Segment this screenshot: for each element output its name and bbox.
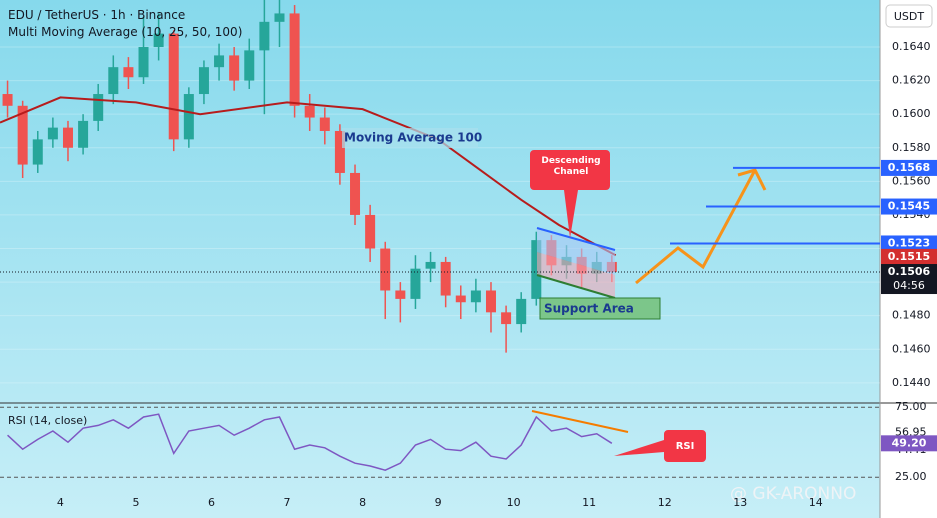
candle-body: [380, 248, 391, 291]
x-tick-label: 6: [208, 496, 215, 509]
y-tick-label: 0.1440: [892, 376, 931, 389]
rsi-value-label: 49.20: [892, 436, 927, 449]
symbol-title: EDU / TetherUS · 1h · Binance: [8, 8, 186, 22]
level-tag: [881, 159, 937, 176]
y-tick-label: 0.1620: [892, 74, 931, 87]
rsi-title: RSI (14, close): [8, 414, 87, 427]
y-tick-label: 0.1580: [892, 141, 931, 154]
candle-body: [168, 33, 179, 140]
candle-body: [395, 290, 406, 299]
x-tick-label: 10: [507, 496, 521, 509]
y-tick-label: 0.1480: [892, 309, 931, 322]
x-tick-label: 13: [733, 496, 747, 509]
currency-box: [885, 4, 933, 28]
candle-body: [17, 105, 28, 165]
candle-body: [350, 172, 361, 215]
projection-arrow: [635, 169, 757, 285]
y-tick-label: 0.1560: [892, 174, 931, 187]
watermark: @ GK-ARONNO: [730, 484, 856, 504]
candle-body: [198, 67, 209, 95]
currency: USDT: [894, 10, 925, 23]
candle-body: [410, 268, 421, 299]
rsi-callout: [614, 430, 706, 462]
last-price-label: 0.1506: [888, 265, 931, 278]
candle-body: [289, 13, 300, 106]
candle-body: [93, 94, 104, 121]
level-tag: [881, 235, 937, 252]
candle-body: [183, 94, 194, 140]
x-tick-label: 4: [57, 496, 64, 509]
y-tick-label: 0.1600: [892, 107, 931, 120]
level-label: 0.1568: [888, 161, 930, 174]
x-tick-label: 12: [658, 496, 672, 509]
candle-body: [2, 94, 13, 106]
ma-label-box: [342, 128, 478, 148]
candle-body: [365, 214, 376, 249]
x-tick-label: 9: [435, 496, 442, 509]
candle-body: [274, 13, 285, 22]
candle-body: [123, 67, 134, 78]
support-box: [539, 297, 661, 320]
rsi-callout-text: RSI: [676, 441, 695, 452]
rsi-tick-label: 25.00: [895, 470, 927, 483]
x-tick-label: 14: [809, 496, 823, 509]
candle-body: [455, 295, 466, 303]
candle-body: [440, 261, 451, 296]
candle-body: [485, 290, 496, 313]
y-tick-label: 0.1460: [892, 342, 931, 355]
callout-box: [530, 150, 610, 238]
candle-body: [229, 55, 240, 81]
channel-lower: [537, 252, 615, 298]
indicator-title: Multi Moving Average (10, 25, 50, 100): [8, 25, 243, 39]
x-tick-label: 5: [132, 496, 139, 509]
channel-bottom: [536, 274, 616, 299]
candle-body: [319, 117, 330, 131]
background: [0, 0, 880, 518]
candle-body: [334, 130, 345, 173]
rsi-divergence: [531, 410, 629, 433]
ma-line: [0, 96, 617, 257]
candle-body: [78, 120, 89, 148]
candle-body: [32, 139, 43, 165]
candle-body: [62, 127, 73, 148]
last-price-tag: [881, 264, 937, 295]
channel-top: [536, 227, 616, 251]
candle-body: [259, 21, 270, 51]
rsi-tick-label: 56.95: [895, 425, 927, 438]
channel-callout-text: Descending Chanel: [541, 156, 601, 177]
support-label: Support Area: [544, 302, 634, 316]
rsi-line: [7, 413, 613, 471]
candle-body: [531, 240, 542, 299]
ma-price-tag: [881, 248, 937, 265]
candle-body: [304, 105, 315, 118]
channel-upper: [537, 228, 615, 275]
y-tick-label: 0.1640: [892, 40, 931, 53]
x-tick-label: 8: [359, 496, 366, 509]
x-tick-label: 7: [284, 496, 291, 509]
level-label: 0.1523: [888, 236, 930, 249]
candle-body: [501, 312, 512, 325]
arrow-head: [737, 168, 767, 191]
candle-body: [214, 55, 225, 68]
candle-body: [108, 67, 119, 95]
candle-body: [425, 261, 436, 269]
ma-price-label: 0.1515: [888, 250, 930, 263]
candle-body: [153, 33, 164, 48]
countdown: 04:56: [893, 279, 925, 292]
candle-body: [244, 50, 255, 81]
rsi-tick-label: 75.00: [895, 400, 927, 413]
candle-body: [516, 298, 527, 325]
ma-label: Moving Average 100: [344, 131, 482, 145]
candle-body: [47, 127, 58, 140]
level-label: 0.1545: [888, 200, 930, 213]
level-tag: [881, 198, 937, 215]
candle-body: [470, 290, 481, 303]
x-tick-label: 11: [582, 496, 596, 509]
rsi-value-tag: [881, 435, 937, 452]
candle-body: [138, 47, 149, 78]
